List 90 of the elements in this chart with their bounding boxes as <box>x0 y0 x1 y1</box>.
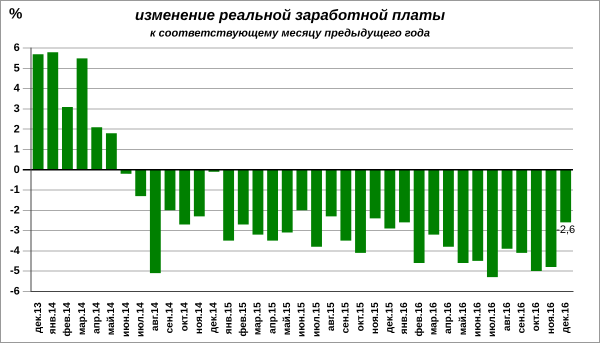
x-tick-label: июл.15 <box>311 302 322 338</box>
bar <box>399 170 410 222</box>
bar <box>62 106 73 170</box>
bar <box>91 127 102 170</box>
y-tick-label: 0 <box>14 164 20 176</box>
bar <box>370 170 381 218</box>
x-tick-label: май.15 <box>282 302 293 336</box>
bar <box>47 52 58 170</box>
bar <box>120 170 132 174</box>
bar <box>164 170 176 210</box>
bar <box>340 170 352 241</box>
bar <box>472 170 484 261</box>
x-tick-label: фев.16 <box>414 302 425 337</box>
x-tick-label: мар.15 <box>252 302 264 336</box>
x-tick-label: сен.16 <box>516 302 528 334</box>
bar <box>443 170 454 247</box>
y-tick-label: -2 <box>10 204 20 216</box>
y-tick-label: -3 <box>10 224 20 237</box>
x-tick-label: авг.14 <box>150 302 162 332</box>
y-tick-label: 6 <box>14 42 20 54</box>
x-tick-label: мар.16 <box>428 302 440 336</box>
x-tick-label: сен.15 <box>340 302 352 334</box>
x-tick-label: июн.16 <box>472 302 484 337</box>
x-tick-label: дек.15 <box>384 302 396 334</box>
bar <box>311 170 322 247</box>
x-tick-label: дек.14 <box>208 302 220 334</box>
y-tick-label: 2 <box>14 123 20 136</box>
x-tick-label: дек.13 <box>32 302 44 334</box>
bar <box>135 170 146 196</box>
bar <box>296 170 308 210</box>
x-tick-label: июл.16 <box>487 302 498 338</box>
x-tick-label: май.14 <box>106 302 118 336</box>
x-tick-label: авг.15 <box>326 302 337 332</box>
y-tick-label: -5 <box>10 265 20 278</box>
bar <box>355 170 366 253</box>
x-tick-label: апр.14 <box>91 302 102 334</box>
x-tick-label: фев.15 <box>238 302 250 337</box>
y-tick-label: 1 <box>14 144 20 156</box>
chart-subtitle: к соответствующему месяцу предыдущего года <box>150 28 430 40</box>
bar <box>179 170 190 224</box>
x-tick-label: июл.14 <box>135 302 146 338</box>
x-tick-label: ноя.14 <box>194 302 206 334</box>
x-tick-label: июн.14 <box>120 302 132 337</box>
y-tick-label: -4 <box>10 244 21 257</box>
bar <box>458 170 469 263</box>
bar <box>223 170 234 241</box>
bar <box>238 170 249 224</box>
y-tick-label: -1 <box>10 184 20 196</box>
x-tick-label: ноя.16 <box>546 302 557 334</box>
x-tick-label: окт.15 <box>355 302 366 332</box>
bar <box>546 170 556 267</box>
bar <box>76 58 88 170</box>
x-tick-label: янв.14 <box>48 302 59 334</box>
bar <box>150 170 161 274</box>
bar <box>384 170 396 229</box>
x-tick-label: апр.16 <box>443 302 454 334</box>
bar <box>267 170 278 241</box>
x-tick-label: янв.15 <box>223 302 234 334</box>
y-tick-label: 3 <box>14 103 20 116</box>
x-tick-label: авг.16 <box>502 302 513 332</box>
bar <box>252 170 264 235</box>
bar <box>194 170 205 216</box>
bar <box>486 170 498 278</box>
x-tick-label: дек.16 <box>560 302 572 334</box>
bar <box>560 170 572 222</box>
x-tick-label: янв.16 <box>399 302 410 334</box>
x-tick-label: май.16 <box>458 302 469 336</box>
bar <box>414 170 425 263</box>
x-tick-label: окт.16 <box>531 302 542 332</box>
x-tick-label: мар.14 <box>76 302 88 336</box>
x-tick-label: сен.14 <box>164 302 176 334</box>
bar <box>502 170 512 249</box>
x-tick-label: фев.14 <box>62 302 74 337</box>
chart-title: изменение реальной заработной платы <box>134 7 446 24</box>
x-tick-label: июн.15 <box>296 302 308 337</box>
data-label: -2,6 <box>556 224 576 236</box>
bar <box>530 170 542 272</box>
bar <box>516 170 528 253</box>
x-tick-label: апр.15 <box>267 302 278 334</box>
bar <box>106 133 117 170</box>
x-tick-label: ноя.15 <box>370 302 381 334</box>
y-tick-label: 4 <box>14 82 21 95</box>
y-tick-label: -6 <box>10 285 20 298</box>
x-tick-label: окт.14 <box>179 302 190 332</box>
y-axis-title: % <box>9 6 22 23</box>
y-tick-label: 5 <box>14 62 20 74</box>
bar <box>32 54 44 170</box>
bar <box>326 170 337 216</box>
bar <box>428 170 440 235</box>
bar <box>282 170 293 233</box>
